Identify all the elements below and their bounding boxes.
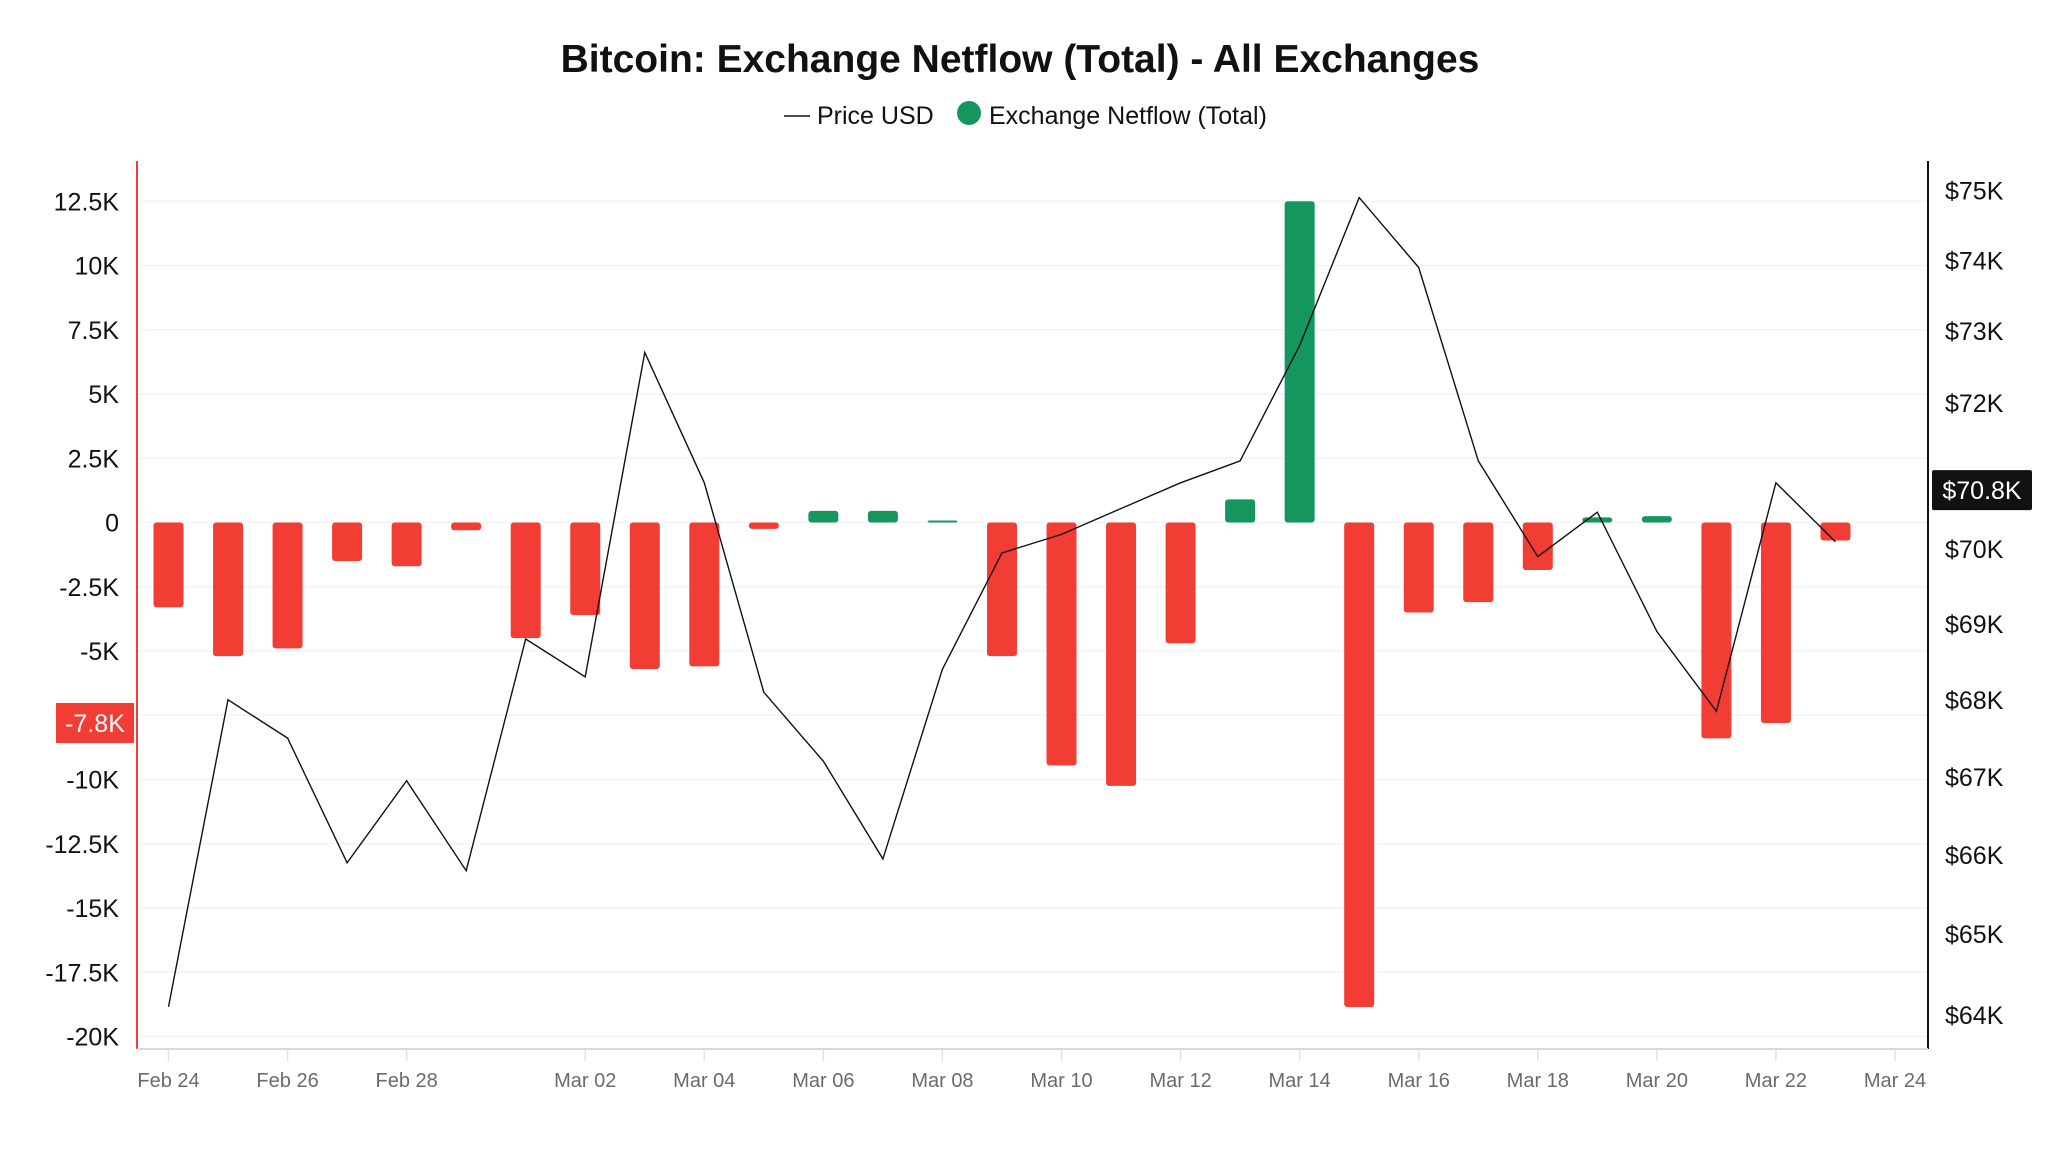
netflow-bar <box>1522 522 1553 571</box>
netflow-bar <box>1760 522 1791 723</box>
x-tick-label: Mar 22 <box>1745 1070 1807 1092</box>
netflow-bar <box>570 522 601 616</box>
left-tick-label: 0 <box>105 510 119 538</box>
left-tick-label: 10K <box>75 253 120 281</box>
crosshair-labels: -7.8K $70.8K <box>56 470 2032 743</box>
x-tick-label: Mar 14 <box>1269 1070 1331 1092</box>
left-tick-label: -5K <box>80 638 119 666</box>
legend-item-price[interactable]: Price USD <box>784 102 934 130</box>
netflow-bar <box>1106 522 1137 786</box>
legend-circle-icon <box>957 101 981 125</box>
x-tick-label: Mar 24 <box>1864 1070 1926 1092</box>
x-tick-label: Mar 16 <box>1388 1070 1450 1092</box>
price-series-line <box>167 196 1836 1007</box>
netflow-bar <box>986 522 1017 657</box>
x-tick-label: Mar 18 <box>1507 1070 1569 1092</box>
netflow-bar <box>272 522 303 649</box>
right-tick-label: $64K <box>1945 1002 2004 1030</box>
left-tick-label: -20K <box>66 1024 119 1052</box>
left-tick-label: -2.5K <box>59 574 119 602</box>
netflow-bar <box>689 522 720 667</box>
netflow-bar <box>1284 201 1315 523</box>
right-tick-label: $65K <box>1945 921 2004 949</box>
gridlines <box>139 200 1928 1038</box>
x-tick-label: Mar 04 <box>673 1070 735 1092</box>
crosshair-left-label: -7.8K <box>65 710 125 738</box>
netflow-bar <box>391 522 422 567</box>
right-tick-label: $69K <box>1945 611 2004 639</box>
crosshair-right-badge <box>1932 470 2032 511</box>
x-tick-label: Mar 02 <box>554 1070 616 1092</box>
right-tick-label: $72K <box>1945 390 2004 418</box>
right-tick-label: $74K <box>1945 247 2004 275</box>
netflow-bar <box>1046 522 1077 766</box>
netflow-bars <box>153 201 1851 1007</box>
right-tick-label: $73K <box>1945 318 2004 346</box>
netflow-bar <box>927 520 958 523</box>
crosshair-left-badge <box>56 702 134 743</box>
legend-item-netflow[interactable]: Exchange Netflow (Total) <box>957 101 1267 130</box>
netflow-bar <box>451 522 482 531</box>
x-tick-label: Mar 10 <box>1030 1070 1092 1092</box>
left-tick-label: 7.5K <box>68 317 120 345</box>
crosshair-right-label: $70.8K <box>1942 477 2022 505</box>
netflow-bar <box>1641 516 1672 523</box>
x-tick-label: Mar 12 <box>1149 1070 1211 1092</box>
netflow-bar <box>510 522 541 639</box>
left-tick-label: -10K <box>66 767 119 795</box>
left-tick-label: -17.5K <box>45 959 119 987</box>
x-tick-label: Mar 08 <box>911 1070 973 1092</box>
left-tick-label: -12.5K <box>45 831 119 859</box>
x-tick-label: Feb 24 <box>137 1070 199 1092</box>
axes: 12.5K 10K 7.5K 5K 2.5K 0 -2.5K -5K -10K -12.5K -15… <box>45 161 2004 1092</box>
legend-label-netflow: Exchange Netflow (Total) <box>989 102 1267 130</box>
netflow-bar <box>748 522 779 529</box>
legend-label-price: Price USD <box>817 102 934 130</box>
netflow-bar <box>867 510 898 523</box>
netflow-bar <box>1225 499 1256 523</box>
netflow-bar <box>1403 522 1434 613</box>
netflow-bar <box>1820 522 1851 541</box>
chart-title: Bitcoin: Exchange Netflow (Total) - All … <box>561 38 1480 81</box>
left-tick-label: 12.5K <box>54 188 120 216</box>
x-tick-label: Feb 26 <box>256 1070 318 1092</box>
right-tick-label: $66K <box>1945 842 2004 870</box>
netflow-bar <box>1701 522 1732 739</box>
x-tick-label: Mar 20 <box>1626 1070 1688 1092</box>
netflow-bar <box>1463 522 1494 603</box>
right-tick-label: $75K <box>1945 178 2004 206</box>
right-tick-label: $68K <box>1945 687 2004 715</box>
x-tick-label: Mar 06 <box>792 1070 854 1092</box>
netflow-bar <box>213 522 244 657</box>
right-tick-label: $70K <box>1945 536 2004 564</box>
right-tick-label: $67K <box>1945 764 2004 792</box>
legend: Price USD Exchange Netflow (Total) <box>784 101 1267 130</box>
left-tick-label: -15K <box>66 895 119 923</box>
netflow-bar <box>153 522 184 608</box>
left-tick-label: 5K <box>88 381 119 409</box>
netflow-bar <box>332 522 363 562</box>
price-line <box>167 196 1836 1007</box>
netflow-bar <box>1165 522 1196 644</box>
x-tick-label: Feb 28 <box>376 1070 438 1092</box>
netflow-bar <box>1344 522 1375 1007</box>
netflow-bar <box>808 510 839 523</box>
left-tick-label: 2.5K <box>68 445 120 473</box>
netflow-bar <box>629 522 660 669</box>
